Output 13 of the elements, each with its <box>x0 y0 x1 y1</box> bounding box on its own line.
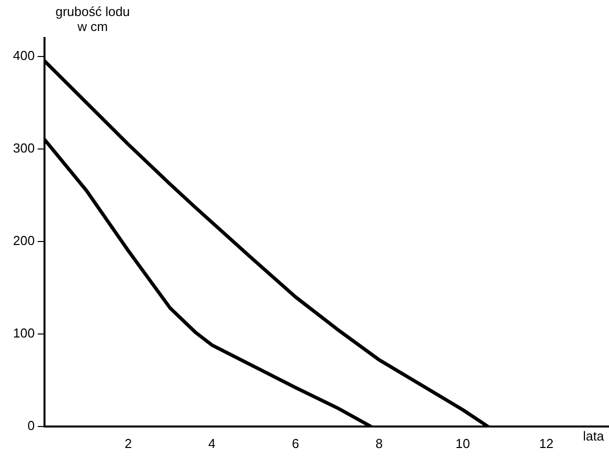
y-tick-label: 400 <box>12 48 35 64</box>
x-tick-label: 12 <box>539 436 554 451</box>
x-tick-label: 2 <box>124 436 132 451</box>
y-tick-label: 200 <box>12 233 35 248</box>
y-tick-label: 300 <box>12 140 35 156</box>
y-tick-label: 0 <box>27 418 35 433</box>
x-tick-label: 4 <box>208 436 216 451</box>
y-axis-title: grubość lodu w cm <box>55 4 130 34</box>
x-tick-label: 8 <box>375 436 383 451</box>
y-tick-label: 100 <box>12 326 35 340</box>
x-axis-title: lata <box>583 428 605 444</box>
x-tick-label: 6 <box>292 436 300 451</box>
x-tick-label: 10 <box>455 436 470 451</box>
